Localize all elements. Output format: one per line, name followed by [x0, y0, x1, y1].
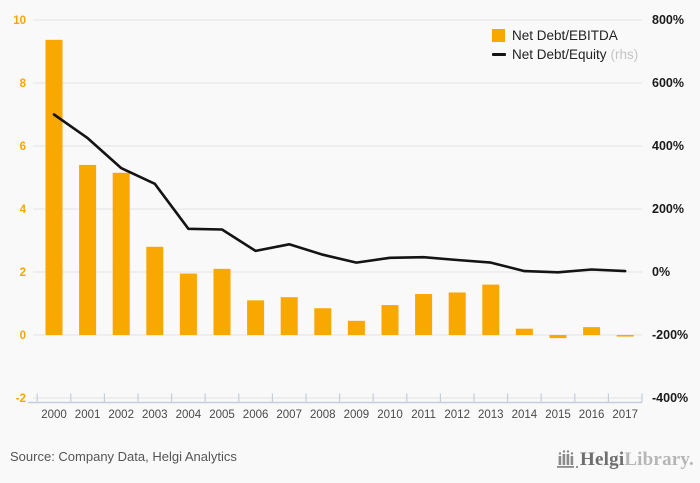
helgi-logo-text: HelgiLibrary. [580, 449, 694, 471]
x-tick-label: 2012 [444, 409, 470, 421]
x-tick-label: 2010 [377, 409, 403, 421]
bars [45, 39, 634, 339]
left-axis-tick-label: 8 [20, 78, 27, 90]
line-series [52, 113, 627, 274]
helgi-logo-icon [557, 450, 579, 469]
legend-bar-label: Net Debt/EBITDA [512, 28, 618, 43]
x-tick-label: 2016 [579, 409, 605, 421]
source-text: Source: Company Data, Helgi Analytics [10, 449, 237, 464]
right-axis-labels: 800% 600% 400% 200% 0% -200% -400% [652, 13, 688, 405]
x-tick-label: 2015 [545, 409, 571, 421]
bar-2010 [381, 305, 399, 335]
gridlines [33, 19, 642, 399]
right-axis-tick-label: 400% [652, 139, 684, 153]
legend-item-net-debt-ebitda: Net Debt/EBITDA [492, 26, 638, 45]
bar-2012 [448, 292, 466, 335]
x-axis-labels: 2000 2001 2002 2003 2004 2005 2006 2007 2008 2009… [41, 409, 638, 421]
x-tick-label: 2017 [612, 409, 638, 421]
helgi-logo: HelgiLibrary. [553, 446, 694, 473]
logo-primary: Helgi [580, 448, 625, 470]
legend-line-label: Net Debt/Equity [512, 47, 607, 62]
chart-canvas: 10 8 6 4 2 0 -2 800% 600% 400% 200% 0% -200% -400% 200… [13, 13, 688, 421]
x-tick-label: 2006 [243, 409, 269, 421]
bar-2006 [247, 300, 265, 335]
x-tick-label: 2003 [142, 409, 168, 421]
x-tick-label: 2004 [176, 409, 202, 421]
bar-2015 [549, 335, 567, 339]
bar-2016 [583, 327, 601, 335]
x-tick-label: 2007 [276, 409, 302, 421]
x-tick-label: 2013 [478, 409, 504, 421]
legend: Net Debt/EBITDA Net Debt/Equity (rhs) [492, 26, 638, 64]
legend-line-label-suffix: (rhs) [610, 47, 639, 62]
bar-2003 [146, 246, 164, 335]
left-axis-labels: 10 8 6 4 2 0 -2 [13, 15, 26, 405]
left-axis-tick-label: 2 [20, 267, 26, 279]
left-axis-tick-label: -2 [16, 393, 26, 405]
net-debt-equity-line [52, 113, 627, 274]
bar-2002 [112, 172, 130, 335]
right-axis-tick-label: -400% [652, 391, 688, 405]
left-axis-tick-label: 6 [20, 141, 26, 153]
x-tick-label: 2014 [512, 409, 538, 421]
right-axis-tick-label: 800% [652, 13, 684, 27]
bar-2005 [213, 268, 231, 335]
x-tick-label: 2008 [310, 409, 336, 421]
x-tick-label: 2001 [75, 409, 101, 421]
x-tick-label: 2011 [411, 409, 436, 421]
bar-2013 [482, 284, 500, 335]
bar-2014 [515, 328, 533, 335]
left-axis-tick-label: 4 [20, 204, 27, 216]
bar-2004 [179, 273, 197, 335]
bar-2009 [347, 320, 365, 335]
x-axis [28, 393, 643, 404]
x-tick-label: 2002 [108, 409, 134, 421]
legend-item-net-debt-equity: Net Debt/Equity (rhs) [492, 45, 638, 64]
bar-2000 [45, 39, 63, 335]
bar-2011 [415, 294, 433, 335]
bar-2007 [280, 297, 298, 335]
legend-bar-swatch [492, 29, 505, 42]
x-tick-label: 2000 [41, 409, 67, 421]
bar-2017 [616, 335, 634, 337]
x-tick-label: 2009 [344, 409, 370, 421]
right-axis-tick-label: 600% [652, 76, 684, 90]
left-axis-tick-label: 10 [13, 15, 26, 27]
bar-2008 [314, 308, 332, 335]
right-axis-tick-label: 0% [652, 265, 670, 279]
legend-line-swatch [492, 53, 506, 56]
right-axis-tick-label: 200% [652, 202, 684, 216]
bar-2001 [79, 164, 97, 335]
logo-secondary: Library. [624, 448, 694, 470]
x-tick-label: 2005 [209, 409, 235, 421]
left-axis-tick-label: 0 [20, 330, 26, 342]
right-axis-tick-label: -200% [652, 328, 688, 342]
